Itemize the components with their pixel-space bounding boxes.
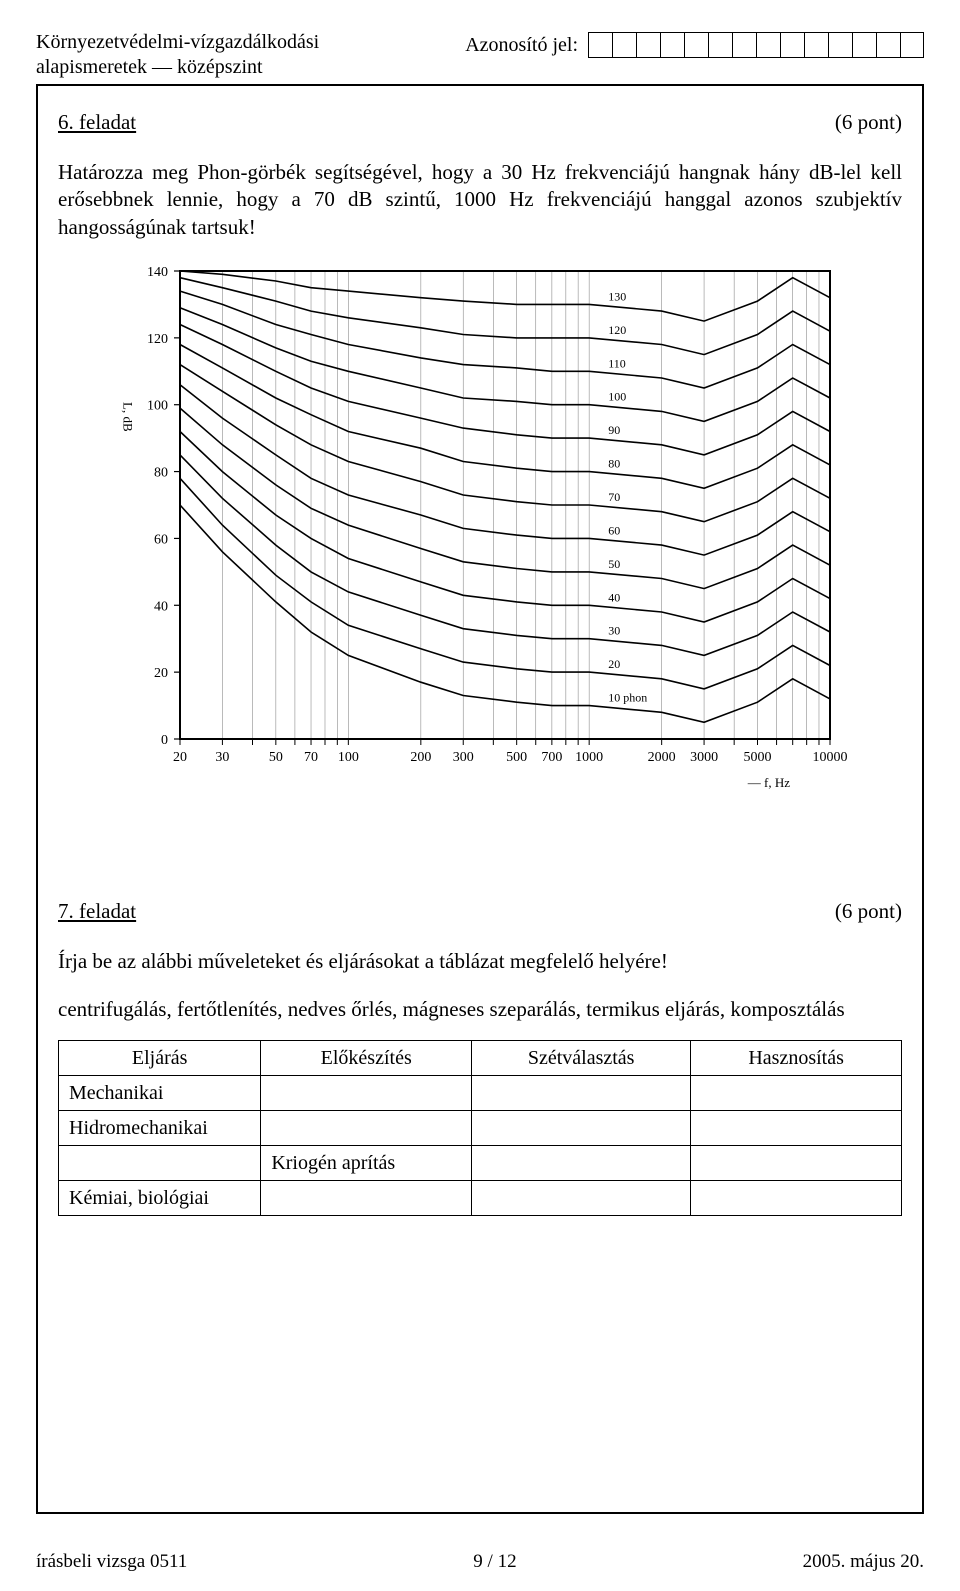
svg-text:40: 40 bbox=[154, 599, 168, 614]
id-cell[interactable] bbox=[756, 32, 780, 58]
svg-text:30: 30 bbox=[608, 624, 620, 638]
footer-center: 9 / 12 bbox=[473, 1551, 516, 1573]
id-cell[interactable] bbox=[780, 32, 804, 58]
header-id: Azonosító jel: bbox=[465, 32, 924, 58]
svg-text:300: 300 bbox=[453, 750, 474, 765]
svg-text:30: 30 bbox=[215, 750, 229, 765]
svg-text:10 phon: 10 phon bbox=[608, 690, 647, 704]
svg-text:20: 20 bbox=[608, 657, 620, 671]
table-cell bbox=[59, 1146, 261, 1181]
task6-points: (6 pont) bbox=[835, 110, 902, 135]
task6-heading: 6. feladat (6 pont) bbox=[58, 110, 902, 135]
svg-text:70: 70 bbox=[608, 490, 620, 504]
table-row: Kémiai, biológiai bbox=[59, 1181, 902, 1216]
table-cell bbox=[261, 1111, 472, 1146]
table-cell bbox=[472, 1181, 691, 1216]
table-cell bbox=[691, 1146, 902, 1181]
svg-text:70: 70 bbox=[304, 750, 318, 765]
svg-text:120: 120 bbox=[608, 323, 626, 337]
task7-word-bank: centrifugálás, fertőtlenítés, nedves őrl… bbox=[58, 997, 902, 1022]
table-header: Szétválasztás bbox=[472, 1041, 691, 1076]
svg-text:L, dB: L, dB bbox=[121, 402, 136, 432]
table-cell bbox=[472, 1076, 691, 1111]
task7-table: EljárásElőkészítésSzétválasztásHasznosít… bbox=[58, 1040, 902, 1216]
svg-text:140: 140 bbox=[147, 265, 168, 280]
svg-text:80: 80 bbox=[154, 465, 168, 480]
task7-points: (6 pont) bbox=[835, 899, 902, 924]
svg-text:1000: 1000 bbox=[575, 750, 603, 765]
table-cell bbox=[691, 1076, 902, 1111]
id-boxes[interactable] bbox=[588, 32, 924, 58]
svg-text:40: 40 bbox=[608, 590, 620, 604]
svg-text:80: 80 bbox=[608, 456, 620, 470]
header-subject-line2: alapismeretek — középszint bbox=[36, 55, 319, 80]
id-cell[interactable] bbox=[636, 32, 660, 58]
table-row: Mechanikai bbox=[59, 1076, 902, 1111]
table-cell bbox=[261, 1076, 472, 1111]
svg-text:700: 700 bbox=[541, 750, 562, 765]
table-row: Kriogén aprítás bbox=[59, 1146, 902, 1181]
footer-right: 2005. május 20. bbox=[803, 1551, 924, 1573]
content-frame: 6. feladat (6 pont) Határozza meg Phon-g… bbox=[36, 84, 924, 1514]
svg-text:200: 200 bbox=[410, 750, 431, 765]
svg-text:— f, Hz: — f, Hz bbox=[747, 775, 790, 790]
table-cell bbox=[691, 1111, 902, 1146]
svg-text:50: 50 bbox=[608, 557, 620, 571]
task6-body: Határozza meg Phon-görbék segítségével, … bbox=[58, 159, 902, 241]
svg-text:60: 60 bbox=[608, 523, 620, 537]
svg-text:0: 0 bbox=[161, 733, 168, 748]
table-header: Előkészítés bbox=[261, 1041, 472, 1076]
svg-text:60: 60 bbox=[154, 532, 168, 547]
header-subject: Környezetvédelmi-vízgazdálkodási alapism… bbox=[36, 30, 319, 80]
table-cell: Hidromechanikai bbox=[59, 1111, 261, 1146]
task6-label: 6. feladat bbox=[58, 110, 136, 135]
svg-text:10000: 10000 bbox=[813, 750, 848, 765]
svg-text:50: 50 bbox=[269, 750, 283, 765]
svg-text:100: 100 bbox=[338, 750, 359, 765]
task7-instruction: Írja be az alábbi műveleteket és eljárás… bbox=[58, 948, 902, 975]
table-cell: Kémiai, biológiai bbox=[59, 1181, 261, 1216]
id-cell[interactable] bbox=[612, 32, 636, 58]
header-id-label: Azonosító jel: bbox=[465, 34, 578, 57]
id-cell[interactable] bbox=[660, 32, 684, 58]
table-cell bbox=[261, 1181, 472, 1216]
svg-text:130: 130 bbox=[608, 289, 626, 303]
phon-chart-svg: 0 20 40 60 80 100 120 140 L, dB 20 30 50 70 100 200 300… bbox=[110, 259, 850, 799]
table-cell: Mechanikai bbox=[59, 1076, 261, 1111]
page-footer: írásbeli vizsga 0511 9 / 12 2005. május … bbox=[36, 1551, 924, 1573]
id-cell[interactable] bbox=[852, 32, 876, 58]
svg-text:110: 110 bbox=[608, 356, 626, 370]
phon-chart: 0 20 40 60 80 100 120 140 L, dB 20 30 50 70 100 200 300… bbox=[58, 259, 902, 799]
table-cell bbox=[472, 1111, 691, 1146]
svg-text:100: 100 bbox=[147, 399, 168, 414]
id-cell[interactable] bbox=[804, 32, 828, 58]
table-cell: Kriogén aprítás bbox=[261, 1146, 472, 1181]
svg-text:120: 120 bbox=[147, 332, 168, 347]
id-cell[interactable] bbox=[732, 32, 756, 58]
id-cell[interactable] bbox=[828, 32, 852, 58]
table-cell bbox=[691, 1181, 902, 1216]
svg-text:3000: 3000 bbox=[690, 750, 718, 765]
id-cell[interactable] bbox=[900, 32, 924, 58]
table-header: Eljárás bbox=[59, 1041, 261, 1076]
svg-text:5000: 5000 bbox=[744, 750, 772, 765]
task7-label: 7. feladat bbox=[58, 899, 136, 924]
svg-text:2000: 2000 bbox=[648, 750, 676, 765]
id-cell[interactable] bbox=[708, 32, 732, 58]
svg-text:500: 500 bbox=[506, 750, 527, 765]
id-cell[interactable] bbox=[876, 32, 900, 58]
id-cell[interactable] bbox=[588, 32, 612, 58]
table-cell bbox=[472, 1146, 691, 1181]
svg-text:20: 20 bbox=[173, 750, 187, 765]
svg-text:20: 20 bbox=[154, 666, 168, 681]
table-row: Hidromechanikai bbox=[59, 1111, 902, 1146]
task7-heading: 7. feladat (6 pont) bbox=[58, 899, 902, 924]
page-header: Környezetvédelmi-vízgazdálkodási alapism… bbox=[36, 30, 924, 80]
footer-left: írásbeli vizsga 0511 bbox=[36, 1551, 187, 1573]
svg-text:100: 100 bbox=[608, 390, 626, 404]
table-header: Hasznosítás bbox=[691, 1041, 902, 1076]
header-subject-line1: Környezetvédelmi-vízgazdálkodási bbox=[36, 30, 319, 55]
svg-text:90: 90 bbox=[608, 423, 620, 437]
id-cell[interactable] bbox=[684, 32, 708, 58]
